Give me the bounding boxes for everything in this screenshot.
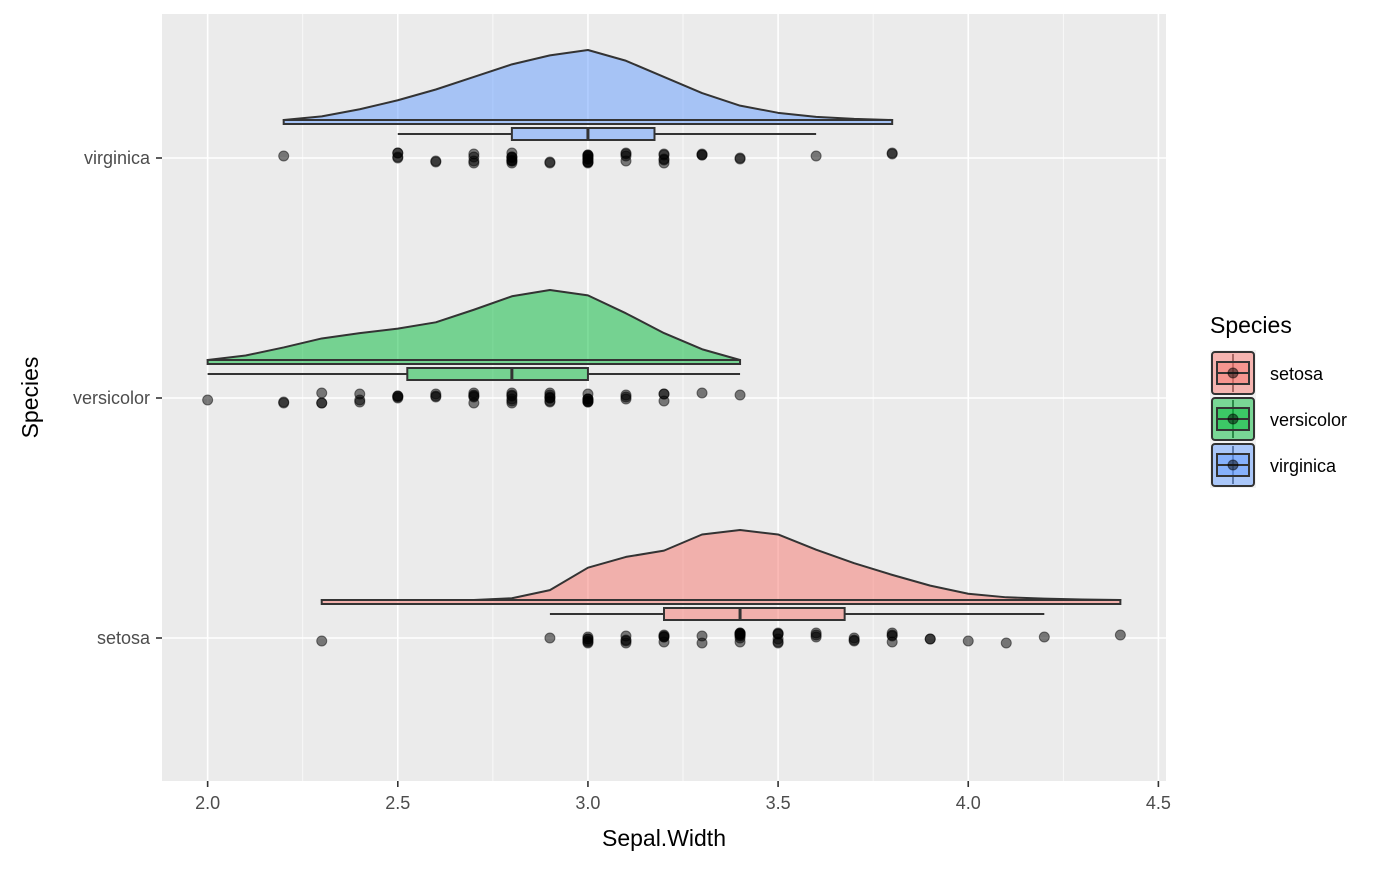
legend-key-versicolor: versicolor [1210,396,1347,442]
legend-label-versicolor: versicolor [1270,410,1347,430]
point-virginica [278,150,290,162]
density-base-setosa [320,599,1122,605]
x-tick-label: 3.5 [766,793,791,813]
point-setosa [316,635,328,647]
point-versicolor [430,391,442,403]
point-versicolor [278,396,290,408]
density-cloud-versicolor [206,289,742,361]
legend-title: Species [1210,312,1292,338]
y-tick-label: versicolor [73,388,150,408]
y-axis-title: Species [17,357,43,439]
x-tick-label: 2.0 [195,793,220,813]
point-versicolor [354,388,366,400]
legend-key-virginica: virginica [1210,442,1337,488]
point-virginica [886,148,898,160]
density-clouds [206,49,1122,605]
jittered-points [202,147,1126,649]
legend-label-setosa: setosa [1270,364,1324,384]
density-cloud-virginica [282,49,894,121]
x-tick-label: 4.0 [956,793,981,813]
y-axis-ticks: setosa versicolor virginica [73,148,162,648]
boxplots [207,127,1045,621]
legend-key-point [1227,367,1239,379]
point-versicolor [506,390,518,402]
point-versicolor [316,387,328,399]
box-virginica [510,127,656,141]
legend-keys: setosa versicolor virginica [1210,350,1347,488]
x-axis-title: Sepal.Width [602,825,726,851]
point-virginica [468,151,480,163]
point-versicolor [202,394,214,406]
point-setosa [1114,629,1126,641]
x-tick-label: 4.5 [1146,793,1171,813]
y-tick-label: setosa [97,628,151,648]
box-versicolor [406,367,589,381]
point-virginica [658,157,670,169]
point-setosa [924,633,936,645]
legend-key-point [1227,459,1239,471]
legend-key-point [1227,413,1239,425]
point-setosa [658,636,670,648]
point-versicolor [544,396,556,408]
point-virginica [582,150,594,162]
point-setosa [696,630,708,642]
point-versicolor [468,389,480,401]
point-versicolor [582,393,594,405]
point-versicolor [620,393,632,405]
point-virginica [734,152,746,164]
point-setosa [1000,637,1012,649]
density-base-virginica [282,119,894,125]
legend: Species setosa versicolor virginica [1210,312,1347,488]
box-setosa [663,607,846,621]
point-versicolor [696,387,708,399]
point-virginica [696,149,708,161]
point-setosa [544,632,556,644]
legend-label-virginica: virginica [1270,456,1337,476]
legend-key-setosa: setosa [1210,350,1324,396]
point-setosa [734,630,746,642]
x-axis-ticks: 2.0 2.5 3.0 3.5 4.0 4.5 [195,781,1171,813]
point-versicolor [734,389,746,401]
point-virginica [392,147,404,159]
point-setosa [772,637,784,649]
point-setosa [582,633,594,645]
point-virginica [810,150,822,162]
point-setosa [620,635,632,647]
y-tick-label: virginica [84,148,151,168]
point-setosa [886,627,898,639]
density-base-versicolor [206,359,742,365]
x-tick-label: 3.0 [575,793,600,813]
point-setosa [810,627,822,639]
point-virginica [544,156,556,168]
point-versicolor [392,392,404,404]
point-setosa [848,632,860,644]
point-setosa [1038,631,1050,643]
point-versicolor [658,388,670,400]
point-virginica [430,155,442,167]
point-virginica [620,155,632,167]
point-versicolor [316,397,328,409]
x-tick-label: 2.5 [385,793,410,813]
point-setosa [962,635,974,647]
point-virginica [506,151,518,163]
